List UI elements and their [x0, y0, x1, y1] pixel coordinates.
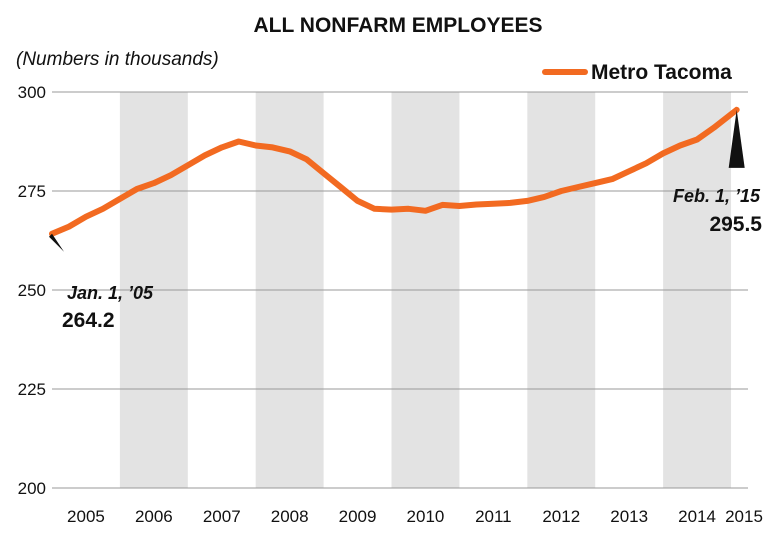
data-point: [679, 144, 681, 146]
data-point: [475, 203, 477, 205]
x-tick-2006: 2006: [135, 507, 173, 526]
gridlines: [52, 91, 748, 489]
x-tick-2005: 2005: [67, 507, 105, 526]
series-line-group: [49, 106, 740, 237]
x-tick-2010: 2010: [407, 507, 445, 526]
data-point: [543, 196, 545, 198]
chart-subtitle: (Numbers in thousands): [16, 49, 219, 70]
y-tick-300: 300: [18, 83, 46, 102]
data-point: [628, 170, 630, 172]
x-tick-2014: 2014: [678, 507, 716, 526]
data-point: [611, 178, 613, 180]
data-point: [662, 152, 664, 154]
data-point: [458, 205, 460, 207]
data-point: [492, 203, 494, 205]
x-tick-2015: 2015: [725, 507, 763, 526]
x-tick-2008: 2008: [271, 507, 309, 526]
data-point: [407, 208, 409, 210]
legend-label: Metro Tacoma: [591, 61, 732, 84]
y-tick-250: 250: [18, 281, 46, 300]
data-point: [391, 209, 393, 211]
data-point: [153, 182, 155, 184]
y-tick-275: 275: [18, 182, 46, 201]
data-point: [306, 158, 308, 160]
data-point: [136, 188, 138, 190]
data-point: [696, 139, 698, 141]
data-point: [323, 172, 325, 174]
data-point: [187, 164, 189, 166]
annotation-end-value: 295.5: [709, 213, 762, 236]
pointer-start: [49, 233, 64, 252]
data-point: [272, 146, 274, 148]
data-point: [577, 186, 579, 188]
x-tick-2007: 2007: [203, 507, 241, 526]
x-tick-2011: 2011: [475, 507, 512, 526]
annotations: Jan. 1, ’05 264.2 Feb. 1, ’15 295.5: [49, 109, 762, 332]
data-point: [509, 202, 511, 204]
data-point: [645, 162, 647, 164]
x-tick-2009: 2009: [339, 507, 377, 526]
pointer-end: [728, 109, 745, 168]
x-tick-2012: 2012: [542, 507, 580, 526]
legend: Metro Tacoma: [542, 61, 732, 84]
data-point: [560, 190, 562, 192]
data-point: [102, 208, 104, 210]
chart-title: ALL NONFARM EMPLOYEES: [254, 14, 543, 37]
y-axis-ticks: 200 225 250 275 300: [18, 83, 46, 498]
data-point: [85, 216, 87, 218]
data-point: [289, 150, 291, 152]
data-point: [424, 210, 426, 212]
data-point: [526, 200, 528, 202]
data-point: [374, 208, 376, 210]
data-point: [357, 200, 359, 202]
annotation-start-date: Jan. 1, ’05: [67, 283, 154, 303]
annotation-start-value: 264.2: [62, 309, 115, 332]
x-axis-ticks: 2005 2006 2007 2008 2009 2010 2011 2012 2013 2014…: [67, 507, 763, 526]
annotation-end-date: Feb. 1, ’15: [673, 186, 761, 206]
data-point: [170, 174, 172, 176]
data-point: [594, 182, 596, 184]
data-point: [255, 144, 257, 146]
data-point: [713, 127, 715, 129]
data-point: [238, 141, 240, 142]
data-point: [340, 186, 342, 188]
data-point: [441, 204, 443, 206]
data-point: [204, 154, 206, 156]
y-tick-200: 200: [18, 479, 46, 498]
y-tick-225: 225: [18, 380, 46, 399]
x-tick-2013: 2013: [610, 507, 648, 526]
data-point: [221, 146, 223, 148]
data-point: [119, 198, 121, 200]
data-point: [68, 226, 70, 228]
